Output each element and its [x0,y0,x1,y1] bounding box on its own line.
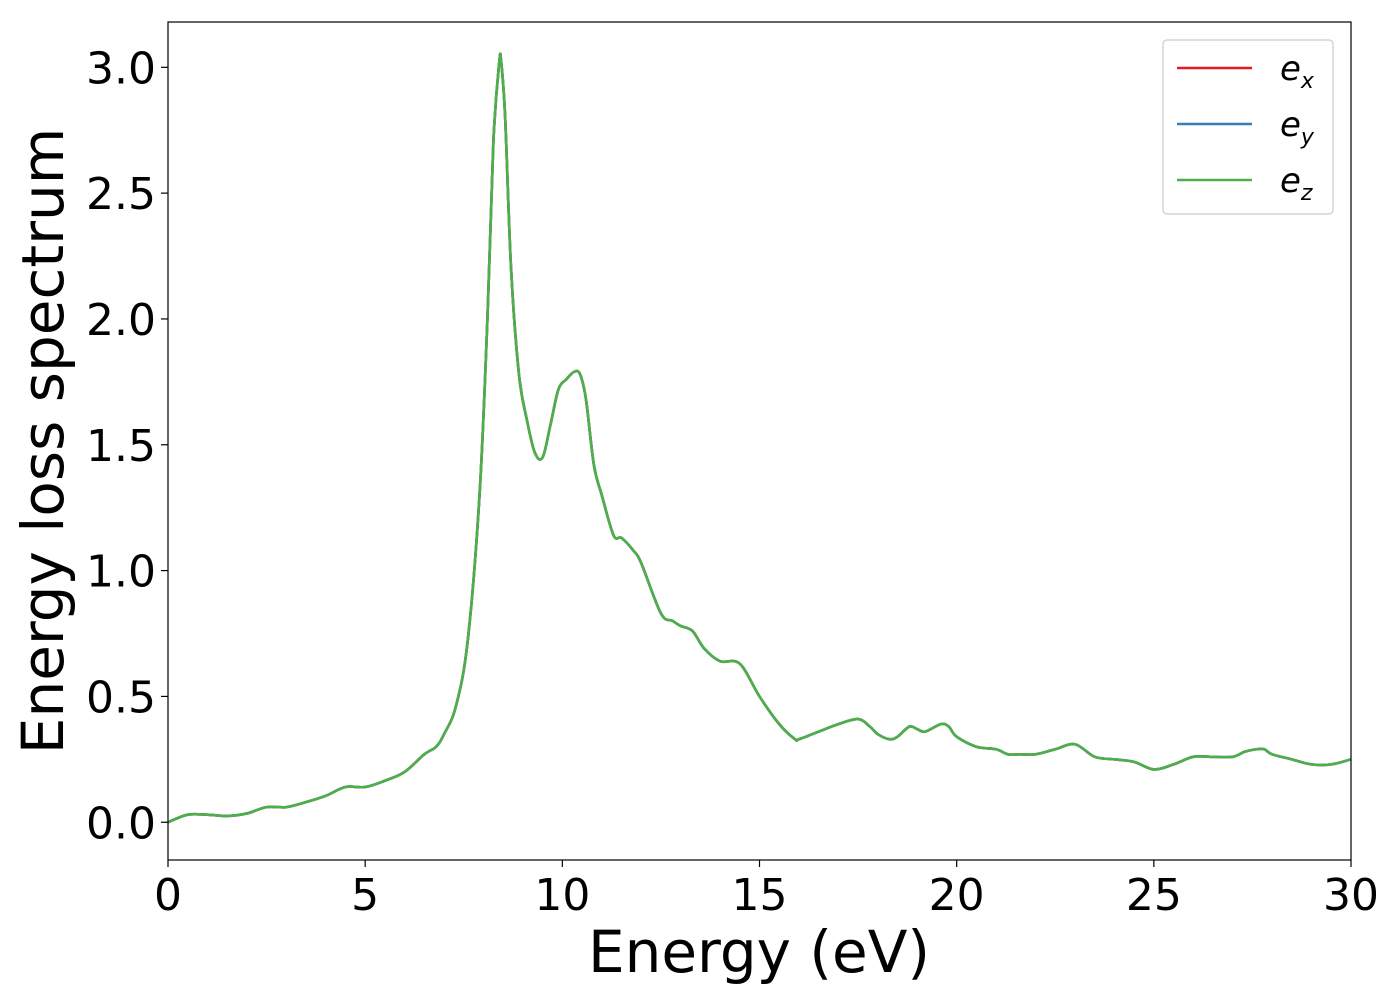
y-tick-label: 1.0 [86,547,156,598]
y-axis: 0.0 0.5 1.0 1.5 2.0 2.5 3.0 [86,43,168,849]
y-tick-label: 3.0 [86,43,156,94]
x-tick-label: 30 [1323,870,1379,921]
x-tick-label: 20 [929,870,985,921]
y-axis-title: Energy loss spectrum [9,128,77,754]
x-axis-title: Energy (eV) [588,918,930,986]
series-layer [168,52,1351,824]
series-line-e-z [168,52,1351,824]
x-tick-label: 5 [351,870,379,921]
y-tick-label: 0.0 [86,798,156,849]
x-tick-label: 25 [1126,870,1182,921]
x-axis: 0 5 10 15 20 25 30 [154,860,1379,921]
legend-box [1162,39,1334,215]
x-tick-label: 15 [732,870,788,921]
y-tick-label: 1.5 [86,421,156,472]
y-tick-label: 0.5 [86,672,156,723]
x-tick-label: 0 [154,870,182,921]
legend-label: ez [1280,161,1313,206]
y-tick-label: 2.0 [86,295,156,346]
x-tick-label: 10 [534,870,590,921]
y-tick-label: 2.5 [86,169,156,220]
